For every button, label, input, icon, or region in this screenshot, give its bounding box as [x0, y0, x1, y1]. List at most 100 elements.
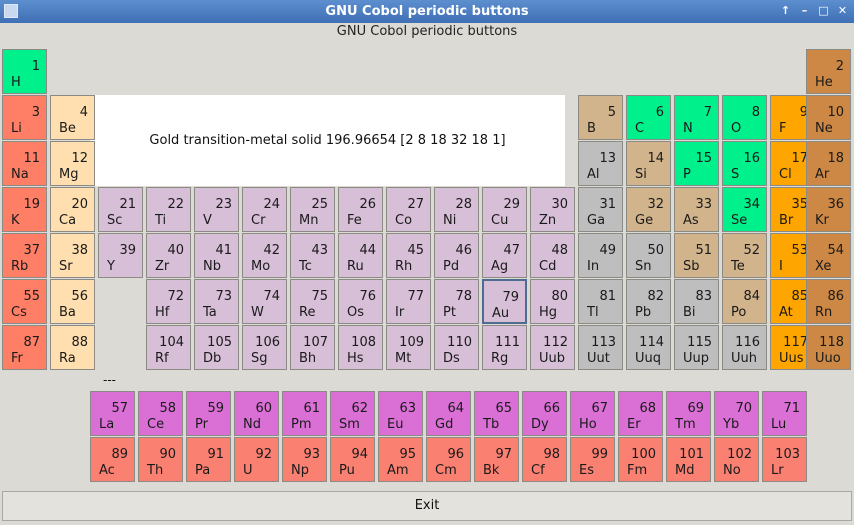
element-button-kr[interactable]: 36 Kr: [806, 187, 851, 232]
close-icon[interactable]: ✕: [837, 4, 848, 17]
element-button-pb[interactable]: 82 Pb: [626, 279, 671, 324]
element-button-p[interactable]: 15 P: [674, 141, 719, 186]
element-button-si[interactable]: 14 Si: [626, 141, 671, 186]
element-button-po[interactable]: 84 Po: [722, 279, 767, 324]
element-button-sm[interactable]: 62 Sm: [330, 391, 375, 436]
element-button-mg[interactable]: 12 Mg: [50, 141, 95, 186]
element-button-tc[interactable]: 43 Tc: [290, 233, 335, 278]
element-button-li[interactable]: 3 Li: [2, 95, 47, 140]
element-button-tl[interactable]: 81 Tl: [578, 279, 623, 324]
element-button-he[interactable]: 2 He: [806, 49, 851, 94]
element-button-s[interactable]: 16 S: [722, 141, 767, 186]
element-button-au[interactable]: 79 Au: [482, 279, 527, 324]
element-button-nd[interactable]: 60 Nd: [234, 391, 279, 436]
element-button-rb[interactable]: 37 Rb: [2, 233, 47, 278]
element-button-uup[interactable]: 115 Uup: [674, 325, 719, 370]
element-button-mn[interactable]: 25 Mn: [290, 187, 335, 232]
element-button-fr[interactable]: 87 Fr: [2, 325, 47, 370]
element-button-dy[interactable]: 66 Dy: [522, 391, 567, 436]
minimize-icon[interactable]: –: [801, 4, 808, 17]
element-button-xe[interactable]: 54 Xe: [806, 233, 851, 278]
element-button-uub[interactable]: 112 Uub: [530, 325, 575, 370]
element-button-cs[interactable]: 55 Cs: [2, 279, 47, 324]
element-button-co[interactable]: 27 Co: [386, 187, 431, 232]
element-button-ar[interactable]: 18 Ar: [806, 141, 851, 186]
element-button-ag[interactable]: 47 Ag: [482, 233, 527, 278]
element-button-sr[interactable]: 38 Sr: [50, 233, 95, 278]
element-button-ca[interactable]: 20 Ca: [50, 187, 95, 232]
element-button-pu[interactable]: 94 Pu: [330, 437, 375, 482]
element-button-se[interactable]: 34 Se: [722, 187, 767, 232]
element-button-tm[interactable]: 69 Tm: [666, 391, 711, 436]
element-button-uut[interactable]: 113 Uut: [578, 325, 623, 370]
element-button-es[interactable]: 99 Es: [570, 437, 615, 482]
element-button-fm[interactable]: 100 Fm: [618, 437, 663, 482]
element-button-mo[interactable]: 42 Mo: [242, 233, 287, 278]
element-button-bk[interactable]: 97 Bk: [474, 437, 519, 482]
element-button-ho[interactable]: 67 Ho: [570, 391, 615, 436]
element-button-la[interactable]: 57 La: [90, 391, 135, 436]
element-button-uuq[interactable]: 114 Uuq: [626, 325, 671, 370]
element-button-bi[interactable]: 83 Bi: [674, 279, 719, 324]
element-button-ru[interactable]: 44 Ru: [338, 233, 383, 278]
element-button-y[interactable]: 39 Y: [98, 233, 143, 278]
element-button-zr[interactable]: 40 Zr: [146, 233, 191, 278]
element-button-ti[interactable]: 22 Ti: [146, 187, 191, 232]
exit-button[interactable]: Exit: [2, 491, 852, 521]
element-button-al[interactable]: 13 Al: [578, 141, 623, 186]
element-button-ta[interactable]: 73 Ta: [194, 279, 239, 324]
element-button-ni[interactable]: 28 Ni: [434, 187, 479, 232]
element-button-pr[interactable]: 59 Pr: [186, 391, 231, 436]
element-button-pt[interactable]: 78 Pt: [434, 279, 479, 324]
element-button-rn[interactable]: 86 Rn: [806, 279, 851, 324]
element-button-ir[interactable]: 77 Ir: [386, 279, 431, 324]
element-button-lr[interactable]: 103 Lr: [762, 437, 807, 482]
element-button-ne[interactable]: 10 Ne: [806, 95, 851, 140]
element-button-cm[interactable]: 96 Cm: [426, 437, 471, 482]
element-button-hf[interactable]: 72 Hf: [146, 279, 191, 324]
element-button-k[interactable]: 19 K: [2, 187, 47, 232]
element-button-cu[interactable]: 29 Cu: [482, 187, 527, 232]
element-button-na[interactable]: 11 Na: [2, 141, 47, 186]
element-button-pd[interactable]: 46 Pd: [434, 233, 479, 278]
element-button-no[interactable]: 102 No: [714, 437, 759, 482]
element-button-v[interactable]: 23 V: [194, 187, 239, 232]
element-button-eu[interactable]: 63 Eu: [378, 391, 423, 436]
element-button-uuh[interactable]: 116 Uuh: [722, 325, 767, 370]
element-button-ce[interactable]: 58 Ce: [138, 391, 183, 436]
element-button-hs[interactable]: 108 Hs: [338, 325, 383, 370]
element-button-mt[interactable]: 109 Mt: [386, 325, 431, 370]
element-button-am[interactable]: 95 Am: [378, 437, 423, 482]
element-button-ds[interactable]: 110 Ds: [434, 325, 479, 370]
element-button-sn[interactable]: 50 Sn: [626, 233, 671, 278]
element-button-uuo[interactable]: 118 Uuo: [806, 325, 851, 370]
app-window-icon[interactable]: [4, 4, 18, 18]
element-button-rh[interactable]: 45 Rh: [386, 233, 431, 278]
element-button-lu[interactable]: 71 Lu: [762, 391, 807, 436]
element-button-db[interactable]: 105 Db: [194, 325, 239, 370]
element-button-pa[interactable]: 91 Pa: [186, 437, 231, 482]
element-button-np[interactable]: 93 Np: [282, 437, 327, 482]
element-button-w[interactable]: 74 W: [242, 279, 287, 324]
element-button-rf[interactable]: 104 Rf: [146, 325, 191, 370]
element-button-ga[interactable]: 31 Ga: [578, 187, 623, 232]
element-button-tb[interactable]: 65 Tb: [474, 391, 519, 436]
element-button-ac[interactable]: 89 Ac: [90, 437, 135, 482]
element-button-bh[interactable]: 107 Bh: [290, 325, 335, 370]
element-button-cd[interactable]: 48 Cd: [530, 233, 575, 278]
element-button-te[interactable]: 52 Te: [722, 233, 767, 278]
element-button-gd[interactable]: 64 Gd: [426, 391, 471, 436]
element-button-cr[interactable]: 24 Cr: [242, 187, 287, 232]
element-button-os[interactable]: 76 Os: [338, 279, 383, 324]
element-button-ge[interactable]: 32 Ge: [626, 187, 671, 232]
element-button-md[interactable]: 101 Md: [666, 437, 711, 482]
maximize-icon[interactable]: □: [818, 4, 829, 17]
element-button-fe[interactable]: 26 Fe: [338, 187, 383, 232]
element-button-u[interactable]: 92 U: [234, 437, 279, 482]
element-button-rg[interactable]: 111 Rg: [482, 325, 527, 370]
element-button-sb[interactable]: 51 Sb: [674, 233, 719, 278]
keep-above-icon[interactable]: ↑: [780, 4, 791, 17]
element-button-as[interactable]: 33 As: [674, 187, 719, 232]
